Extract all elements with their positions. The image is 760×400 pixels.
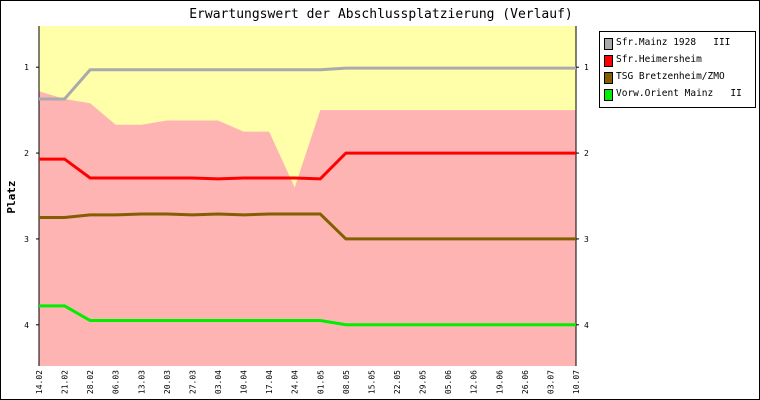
series-line-3 [39,304,576,327]
band-pink [39,91,576,366]
legend-label: Vorw.Orient Mainz II [616,88,742,99]
x-tick-label: 20.03 [163,370,172,394]
x-tick-label: 24.04 [291,370,300,394]
x-tick-label: 10.07 [572,370,581,394]
legend-label: TSG Bretzenheim/ZMO [616,71,725,82]
x-tick-label: 28.02 [86,370,95,394]
x-tick-label: 26.06 [521,370,530,394]
x-tick-label: 03.04 [214,370,223,394]
y-tick-label-right: 4 [584,321,589,330]
x-tick-label: 27.03 [188,370,197,394]
x-tick-label: 17.04 [265,370,274,394]
plot-area: 1 1 2 2 3 3 4 4 14.02 21.02 28.02 06.03 13.03 20.03 27… [24,26,589,394]
x-tick-label: 01.05 [316,370,325,394]
series-line-2 [39,212,576,241]
legend-swatch [604,72,613,84]
x-tick-label: 12.06 [470,370,479,394]
legend-label: Sfr.Heimersheim [616,54,702,65]
y-tick-label-left: 3 [24,235,29,244]
y-tick-label-left: 1 [24,63,29,72]
y-tick-label-left: 4 [24,321,29,330]
x-tick-label: 19.06 [495,370,504,394]
chart-title: Erwartungswert der Abschlussplatzierung … [189,7,573,22]
x-tick-label: 14.02 [35,370,44,394]
x-tick-label: 08.05 [342,370,351,394]
series-line-0 [39,66,576,101]
x-tick-label: 21.02 [61,370,70,394]
x-tick-label: 15.05 [367,370,376,394]
x-tick-label: 29.05 [419,370,428,394]
x-tick-label: 06.03 [112,370,121,394]
y-tick-label-right: 1 [584,63,589,72]
legend-swatch [604,55,613,67]
x-tick-label: 05.06 [444,370,453,394]
x-tick-label: 10.04 [240,370,249,394]
y-tick-label-right: 3 [584,235,589,244]
series-line-1 [39,151,576,181]
legend: Sfr.Mainz 1928 III Sfr.Heimersheim TSG Bre… [599,31,756,108]
y-tick-label-right: 2 [584,149,589,158]
x-tick-label: 13.03 [137,370,146,394]
y-tick-label-left: 2 [24,149,29,158]
legend-label: Sfr.Mainz 1928 III [616,37,731,48]
y-axis-label: Platz [5,180,18,213]
legend-swatch [604,38,613,50]
x-tick-label: 22.05 [393,370,402,394]
legend-swatch [604,89,613,101]
x-tick-label: 03.07 [546,370,555,394]
